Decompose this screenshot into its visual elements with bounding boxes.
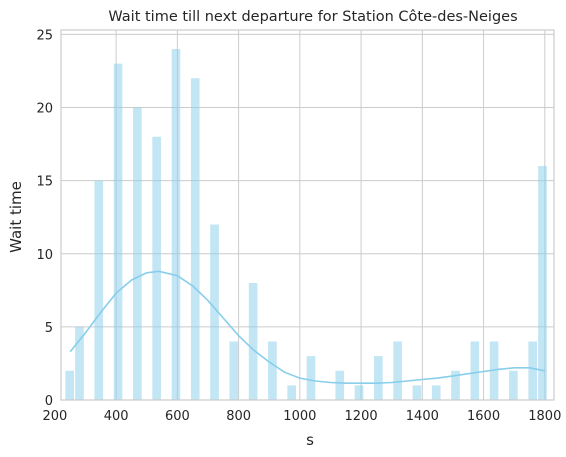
histogram-bar: [268, 341, 277, 400]
histogram-bar: [171, 49, 181, 401]
x-tick-label: 1200: [345, 409, 378, 424]
x-tick-label: 1000: [283, 409, 316, 424]
y-axis-label: Wait time: [7, 181, 25, 253]
histogram-bar: [210, 224, 219, 400]
x-tick-label: 400: [104, 409, 129, 424]
histogram-bar: [306, 356, 316, 400]
histogram-bar: [75, 326, 84, 400]
x-axis-label: s: [306, 431, 314, 449]
histogram-bar: [133, 107, 142, 400]
histogram-bar: [393, 341, 402, 400]
gridlines: [61, 30, 554, 401]
histogram-bar: [538, 166, 547, 400]
y-tick-label: 15: [36, 175, 53, 190]
y-tick-labels: 0 5 10 15 20 25: [36, 28, 53, 409]
histogram-bar: [94, 180, 104, 400]
histogram-bar: [229, 341, 239, 400]
y-tick-label: 25: [36, 28, 53, 43]
histogram-bar: [509, 370, 518, 400]
plot-frame: [60, 29, 555, 401]
y-tick-label: 10: [36, 248, 53, 263]
histogram-bar: [528, 341, 538, 400]
histogram-bars: [65, 49, 547, 401]
histogram-bar: [431, 385, 441, 400]
y-tick-label: 5: [45, 321, 53, 336]
x-tick-label: 1600: [467, 409, 500, 424]
kde-curve: [69, 270, 545, 384]
histogram-bar: [470, 341, 480, 400]
histogram-bar: [335, 370, 345, 400]
x-tick-label: 800: [226, 409, 251, 424]
x-tick-label: 200: [42, 409, 67, 424]
x-tick-label: 1400: [406, 409, 439, 424]
histogram-bar: [248, 283, 258, 400]
histogram-bar: [190, 78, 200, 401]
histogram-bar: [451, 370, 460, 400]
histogram-bar: [287, 385, 297, 400]
x-tick-label: 600: [165, 409, 190, 424]
histogram-bar: [354, 385, 364, 400]
histogram-bar: [374, 356, 383, 400]
y-tick-label: 0: [45, 394, 53, 409]
histogram-bar: [113, 63, 123, 401]
x-tick-labels: 200 400 600 800 1000 1200 1400 1600 1800: [42, 409, 561, 424]
histogram-bar: [152, 136, 161, 400]
histogram-bar: [65, 370, 75, 400]
histogram-bar: [412, 385, 422, 400]
y-tick-label: 20: [36, 102, 53, 117]
chart-title: Wait time till next departure for Statio…: [108, 9, 517, 25]
x-tick-label: 1800: [528, 409, 561, 424]
